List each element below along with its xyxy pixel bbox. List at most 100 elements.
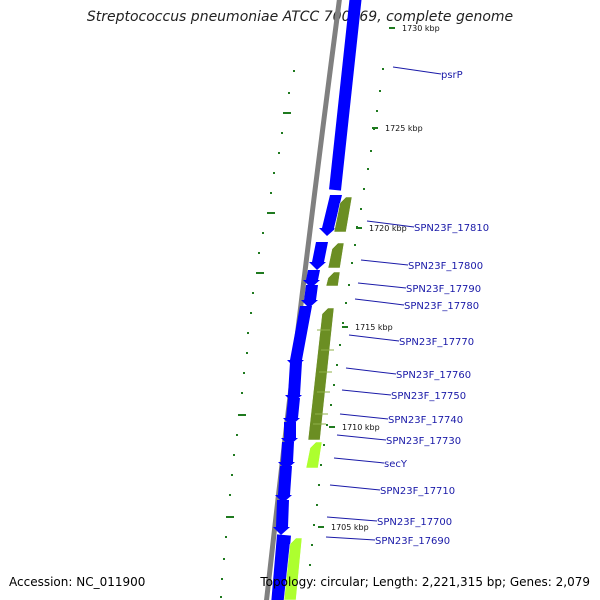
- forward-cds-arrow: [273, 500, 290, 535]
- gene-label-17760[interactable]: SPN23F_17760: [396, 370, 471, 381]
- gc-tick: [270, 192, 272, 194]
- gene-label-17690[interactable]: SPN23F_17690: [375, 536, 450, 547]
- forward-cds-track: [273, 195, 342, 535]
- accession-text: Accession: NC_011900: [9, 575, 146, 589]
- gene-leader-line: [348, 334, 400, 342]
- gene-leader-line: [336, 434, 387, 441]
- gene-label-17770[interactable]: SPN23F_17770: [399, 337, 474, 348]
- gene-label-17810[interactable]: SPN23F_17810: [414, 223, 489, 234]
- gc-tick: [267, 212, 275, 214]
- forward-cds-arrow: [287, 306, 312, 368]
- gc-tick: [283, 112, 291, 114]
- ruler-dot: [339, 344, 341, 346]
- gene-leader-line: [333, 457, 385, 464]
- gene-label-17740[interactable]: SPN23F_17740: [388, 415, 463, 426]
- gc-tick: [262, 232, 264, 234]
- gc-tick: [293, 70, 295, 72]
- kbp-tick: [318, 526, 324, 528]
- gene-label-psrp[interactable]: psrP: [441, 70, 463, 81]
- ruler-dot: [323, 444, 325, 446]
- gc-tick: [278, 152, 280, 154]
- ruler-dot: [342, 322, 344, 324]
- gene-label-17780[interactable]: SPN23F_17780: [404, 301, 479, 312]
- ruler-dot: [326, 424, 328, 426]
- ruler-dot: [351, 262, 353, 264]
- reverse-cds-block: [325, 271, 341, 287]
- gene-label-17800[interactable]: SPN23F_17800: [408, 261, 483, 272]
- gene-leader-line: [360, 259, 409, 266]
- ruler-dot: [370, 150, 372, 152]
- gene-leader-line: [326, 516, 378, 522]
- gc-tick: [236, 434, 238, 436]
- forward-cds-arrow: [278, 442, 295, 470]
- gc-tick: [238, 414, 246, 416]
- gc-tick: [247, 332, 249, 334]
- gene-labels[interactable]: psrP SPN23F_17810 SPN23F_17800 SPN23F_17790…: [375, 70, 489, 547]
- forward-cds-arrow: [285, 362, 302, 403]
- kbp-tick: [329, 426, 335, 428]
- kbp-tick: [356, 227, 362, 229]
- topology-text: Topology: circular; Length: 2,221,315 bp…: [260, 575, 590, 589]
- gene-leader-line: [354, 298, 405, 306]
- gene-label-17710[interactable]: SPN23F_17710: [380, 486, 455, 497]
- ruler-dot: [382, 68, 384, 70]
- gc-tick: [256, 272, 264, 274]
- gene-leader-line: [392, 66, 442, 75]
- ruler-dot: [345, 302, 347, 304]
- ruler-dot: [348, 284, 350, 286]
- map-title: Streptococcus pneumoniae ATCC 700669, co…: [86, 9, 514, 25]
- forward-cds-arrow: [303, 270, 320, 288]
- kbp-label: 1710 kbp: [342, 423, 380, 432]
- ruler-dot: [330, 404, 332, 406]
- gene-leader-line: [325, 536, 376, 541]
- ruler-dot: [363, 188, 365, 190]
- gc-skew-ticks: [220, 70, 295, 598]
- forward-strand-lower: [271, 534, 291, 600]
- gc-tick: [226, 516, 234, 518]
- ruler-dot: [354, 244, 356, 246]
- gc-tick: [246, 352, 248, 354]
- reverse-cds-track: [283, 196, 353, 600]
- forward-cds-arrow: [275, 466, 292, 503]
- kbp-labels: 1730 kbp 1725 kbp 1720 kbp 1715 kbp 1710 kbp…: [318, 24, 440, 532]
- kbp-label: 1720 kbp: [369, 224, 407, 233]
- gc-tick: [241, 392, 243, 394]
- gene-leader-line: [366, 220, 415, 228]
- gene-leader-line: [329, 484, 381, 491]
- forward-cds-arrow: [281, 422, 298, 446]
- forward-cds-arrow: [283, 398, 300, 426]
- ruler-dot: [376, 110, 378, 112]
- ruler-dot: [309, 564, 311, 566]
- ruler-dot: [313, 524, 315, 526]
- gene-label-17700[interactable]: SPN23F_17700: [377, 517, 452, 528]
- forward-cds-arrow: [319, 195, 342, 236]
- gene-label-17750[interactable]: SPN23F_17750: [391, 391, 466, 402]
- reverse-cds-block: [307, 307, 335, 441]
- ruler-dot: [360, 208, 362, 210]
- gc-tick: [221, 578, 223, 580]
- gc-tick: [250, 312, 252, 314]
- label-leaders: [325, 66, 442, 541]
- gene-label-17790[interactable]: SPN23F_17790: [406, 284, 481, 295]
- ruler-dot: [318, 484, 320, 486]
- gene-label-secy[interactable]: secY: [384, 459, 408, 470]
- gene-label-17730[interactable]: SPN23F_17730: [386, 436, 461, 447]
- gene-leader-line: [357, 282, 407, 289]
- reverse-cds-block: [333, 196, 353, 233]
- gene-leader-line: [341, 389, 392, 396]
- gc-tick: [243, 372, 245, 374]
- ruler-dot: [333, 384, 335, 386]
- gc-tick: [288, 92, 290, 94]
- gc-tick: [223, 558, 225, 560]
- gc-tick: [233, 454, 235, 456]
- gc-tick: [225, 536, 227, 538]
- gc-tick: [273, 172, 275, 174]
- forward-cds-arrow: [309, 242, 328, 270]
- gene-leader-line: [339, 413, 389, 420]
- ruler-dot: [320, 464, 322, 466]
- reverse-cds-block: [283, 537, 303, 600]
- reverse-cds-block: [305, 441, 323, 469]
- gene-leader-line: [345, 367, 397, 375]
- gc-tick: [231, 474, 233, 476]
